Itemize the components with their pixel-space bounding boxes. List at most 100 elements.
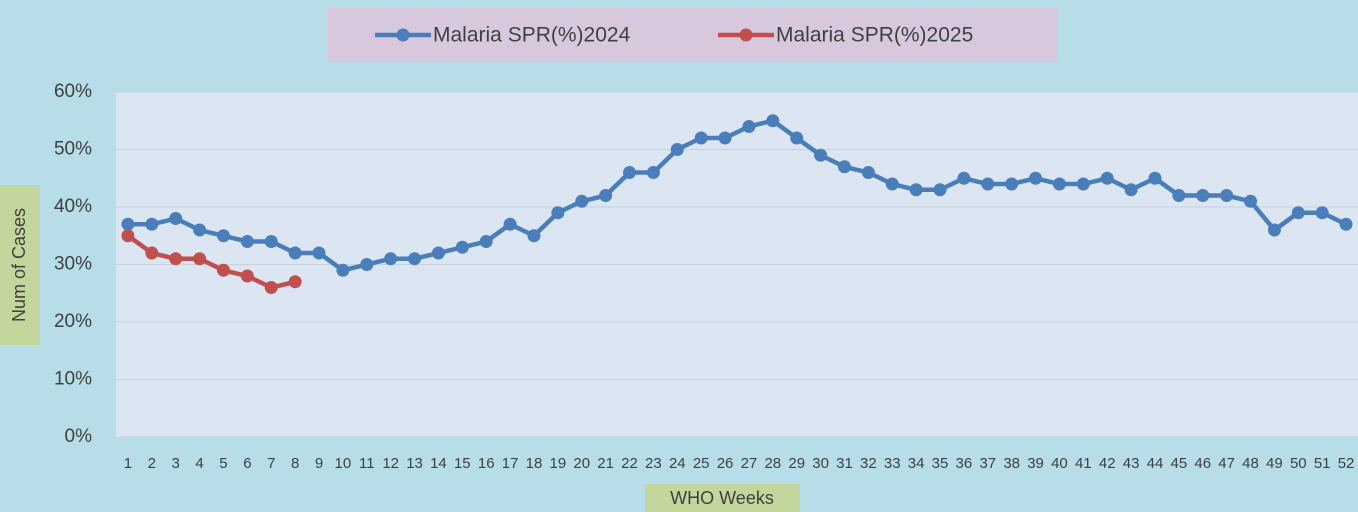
x-tick-label: 50 bbox=[1290, 455, 1307, 472]
x-tick-label: 51 bbox=[1314, 455, 1331, 472]
x-tick-label: 16 bbox=[478, 455, 495, 472]
data-point bbox=[193, 223, 207, 237]
x-tick-label: 6 bbox=[243, 455, 251, 472]
legend-label: Malaria SPR(%)2024 bbox=[433, 24, 631, 47]
data-point bbox=[1267, 223, 1281, 237]
x-tick-label: 38 bbox=[1003, 455, 1020, 472]
data-point bbox=[288, 275, 302, 289]
x-tick-label: 36 bbox=[956, 455, 973, 472]
y-tick-label: 20% bbox=[54, 311, 92, 332]
x-tick-label: 26 bbox=[717, 455, 734, 472]
legend-box bbox=[328, 8, 1058, 62]
x-tick-label: 17 bbox=[502, 455, 519, 472]
data-point bbox=[336, 263, 350, 277]
data-point bbox=[814, 148, 828, 162]
x-tick-label: 35 bbox=[932, 455, 949, 472]
data-point bbox=[479, 235, 493, 248]
data-point bbox=[240, 269, 254, 283]
x-tick-label: 2 bbox=[148, 455, 156, 472]
data-point bbox=[766, 114, 780, 128]
legend-marker bbox=[739, 28, 753, 42]
data-point bbox=[121, 217, 135, 231]
data-point bbox=[599, 189, 613, 202]
data-point bbox=[1005, 177, 1019, 191]
x-tick-label: 3 bbox=[172, 455, 180, 472]
data-point bbox=[431, 246, 445, 260]
data-point bbox=[1052, 177, 1066, 191]
x-axis-title: WHO Weeks bbox=[670, 488, 774, 508]
data-point bbox=[694, 131, 708, 145]
x-tick-label: 41 bbox=[1075, 455, 1092, 472]
legend-marker bbox=[396, 28, 410, 42]
x-tick-label: 1 bbox=[124, 455, 132, 472]
y-tick-label: 40% bbox=[54, 196, 92, 217]
x-tick-label: 7 bbox=[267, 455, 275, 472]
data-point bbox=[909, 183, 923, 197]
x-tick-label: 25 bbox=[693, 455, 710, 472]
data-point bbox=[169, 252, 183, 266]
y-tick-label: 0% bbox=[65, 426, 93, 447]
data-point bbox=[1315, 206, 1329, 220]
data-point bbox=[718, 131, 732, 145]
data-point bbox=[861, 166, 875, 179]
data-point bbox=[360, 258, 374, 271]
series-line bbox=[127, 118, 1348, 273]
x-tick-label: 4 bbox=[195, 455, 203, 472]
x-tick-label: 40 bbox=[1051, 455, 1068, 472]
data-point bbox=[933, 183, 947, 197]
x-tick-label: 8 bbox=[291, 455, 299, 472]
data-point bbox=[288, 246, 302, 260]
data-point bbox=[981, 177, 995, 191]
data-point bbox=[1076, 177, 1090, 191]
y-tick-label: 10% bbox=[54, 369, 92, 390]
data-point bbox=[1291, 206, 1305, 220]
data-point bbox=[145, 246, 159, 260]
x-tick-label: 22 bbox=[621, 455, 638, 472]
x-tick-label: 21 bbox=[597, 455, 614, 472]
data-point bbox=[503, 217, 517, 231]
data-point bbox=[790, 131, 804, 145]
x-tick-label: 47 bbox=[1218, 455, 1235, 472]
y-title-box bbox=[0, 185, 40, 345]
data-point bbox=[240, 235, 254, 248]
x-tick-label: 13 bbox=[406, 455, 423, 472]
data-point bbox=[455, 240, 469, 254]
data-point bbox=[312, 246, 326, 260]
x-tick-label: 49 bbox=[1266, 455, 1283, 472]
data-point bbox=[837, 160, 851, 174]
x-title-box bbox=[645, 484, 800, 512]
y-tick-label: 60% bbox=[54, 81, 92, 102]
x-tick-label: 39 bbox=[1027, 455, 1044, 472]
data-point bbox=[264, 281, 278, 294]
data-point bbox=[885, 177, 899, 191]
x-tick-label: 19 bbox=[550, 455, 567, 472]
data-point bbox=[1172, 189, 1186, 202]
data-point bbox=[216, 263, 230, 277]
x-tick-label: 43 bbox=[1123, 455, 1140, 472]
data-point bbox=[551, 206, 565, 220]
data-point bbox=[121, 229, 135, 243]
data-point bbox=[1244, 194, 1258, 208]
data-point bbox=[145, 217, 159, 231]
data-point bbox=[1029, 171, 1043, 185]
x-tick-label: 12 bbox=[382, 455, 399, 472]
x-tick-label: 29 bbox=[788, 455, 805, 472]
x-tick-label: 42 bbox=[1099, 455, 1116, 472]
data-point bbox=[742, 120, 756, 133]
x-tick-label: 31 bbox=[836, 455, 853, 472]
x-tick-label: 44 bbox=[1147, 455, 1164, 472]
y-tick-label: 30% bbox=[54, 254, 92, 275]
x-tick-label: 20 bbox=[573, 455, 590, 472]
data-point bbox=[1124, 183, 1138, 197]
x-tick-label: 30 bbox=[812, 455, 829, 472]
data-point bbox=[384, 252, 398, 266]
data-point bbox=[957, 171, 971, 185]
x-tick-label: 48 bbox=[1242, 455, 1259, 472]
data-point bbox=[527, 229, 541, 243]
data-point bbox=[670, 143, 684, 156]
x-tick-label: 37 bbox=[979, 455, 996, 472]
data-point bbox=[264, 235, 278, 248]
data-point bbox=[623, 166, 637, 179]
x-tick-label: 5 bbox=[219, 455, 227, 472]
